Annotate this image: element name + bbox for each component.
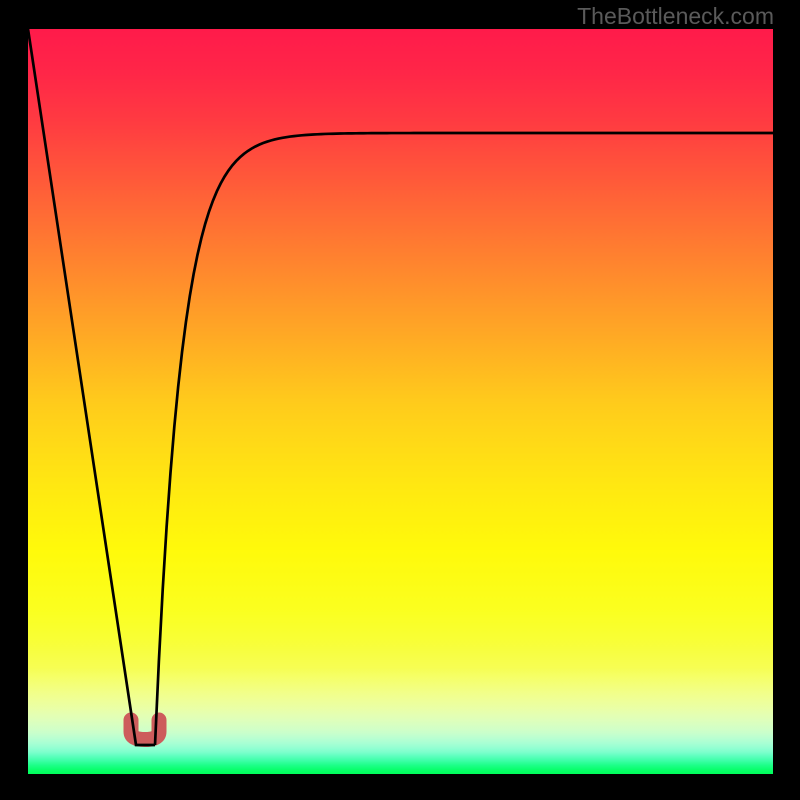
chart-container: TheBottleneck.com	[0, 0, 800, 800]
right-curve	[155, 133, 773, 745]
chart-frame	[28, 29, 773, 774]
curve-overlay	[28, 29, 773, 774]
watermark-text: TheBottleneck.com	[577, 3, 774, 30]
left-curve	[28, 29, 155, 745]
